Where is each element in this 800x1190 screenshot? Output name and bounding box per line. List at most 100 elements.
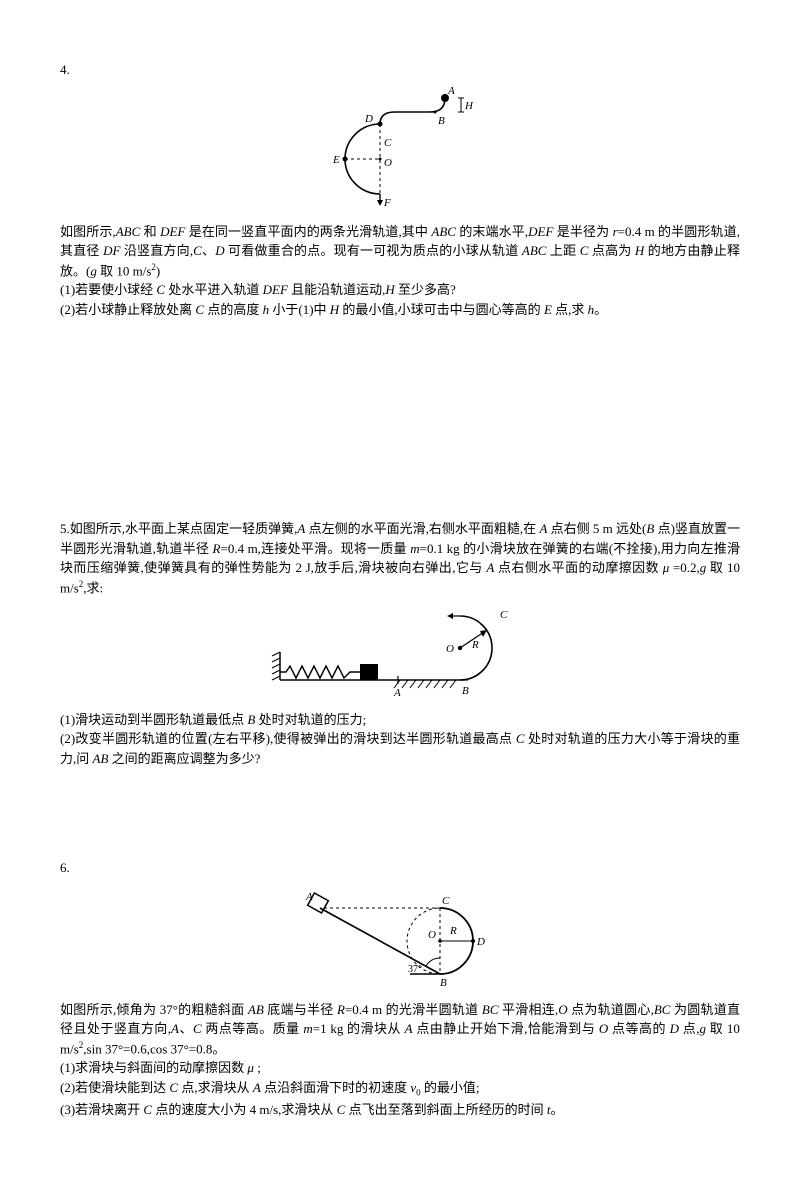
p6-t8: =1 kg 的滑块从 xyxy=(313,1021,405,1036)
p6-t13: ,sin 37°=0.6,cos 37°=0.8。 xyxy=(83,1041,225,1056)
spacer-1 xyxy=(60,379,740,519)
problem-4-q2: (2)若小球静止释放处离 C 点的高度 h 小于(1)中 H 的最小值,小球可击… xyxy=(60,300,740,320)
p5q1-t1: (1)滑块运动到半圆形轨道最低点 xyxy=(60,712,247,727)
p6-t7: 两点等高。质量 xyxy=(202,1021,304,1036)
p6-o: O xyxy=(558,1002,567,1017)
p4-c: C xyxy=(193,243,202,258)
label-B: B xyxy=(440,977,447,989)
p5-t8: =0.2, xyxy=(669,560,700,575)
problem-5-figure: A B C O R xyxy=(250,602,550,702)
p6q3-t3: 点飞出至落到斜面上所经历的时间 xyxy=(345,1102,547,1117)
label-angle: 37° xyxy=(408,964,422,975)
p4q1-t2: 处水平进入轨道 xyxy=(165,282,263,297)
label-C: C xyxy=(384,137,392,149)
p6q3-t4: 。 xyxy=(550,1102,563,1117)
problem-6: 6. A C O xyxy=(60,858,740,1119)
p6-t5: 点为轨道圆心, xyxy=(568,1002,654,1017)
label-R: R xyxy=(449,925,457,937)
p6q2-c: C xyxy=(169,1080,178,1095)
p4-def2: DEF xyxy=(528,224,553,239)
label-O: O xyxy=(446,643,454,655)
label-C: C xyxy=(442,895,450,907)
p6-d: D xyxy=(670,1021,679,1036)
problem-6-text: 如图所示,倾角为 37°的粗糙斜面 AB 底端与半径 R=0.4 m 的光滑半圆… xyxy=(60,1000,740,1059)
label-A: A xyxy=(305,891,313,903)
p6-bc: BC xyxy=(482,1002,499,1017)
problem-5-q1: (1)滑块运动到半圆形轨道最低点 B 处时对轨道的压力; xyxy=(60,710,740,730)
p4-t1: 如图所示, xyxy=(60,224,116,239)
p6q3-t1: (3)若滑块离开 xyxy=(60,1102,143,1117)
p6q1-t1: (1)求滑块与斜面间的动摩擦因数 xyxy=(60,1060,247,1075)
p4-t10: 点高为 xyxy=(588,243,635,258)
p4-t8: 可看做重合的点。现有一可视为质点的小球从轨道 xyxy=(225,243,522,258)
problem-6-q2: (2)若使滑块能到达 C 点,求滑块从 A 点沿斜面滑下时的初速度 v0 的最小… xyxy=(60,1078,740,1100)
p4q2-H: H xyxy=(330,302,339,317)
p4q1-c: C xyxy=(156,282,165,297)
p4-t5: 是半径为 xyxy=(553,224,609,239)
p4-H: H xyxy=(635,243,644,258)
p4q2-t1: (2)若小球静止释放处离 xyxy=(60,302,195,317)
p4q1-h: H xyxy=(385,282,394,297)
label-A: A xyxy=(393,687,401,699)
problem-4-q1: (1)若要使小球经 C 处水平进入轨道 DEF 且能沿轨道运动,H 至少多高? xyxy=(60,280,740,300)
p5-R: R xyxy=(213,541,221,556)
problem-5-number: 5. xyxy=(60,521,70,536)
p6-bc2: BC xyxy=(654,1002,671,1017)
p5-t1: 如图所示,水平面上某点固定一轻质弹簧, xyxy=(70,521,298,536)
p5q1-t2: 处时对轨道的压力; xyxy=(255,712,366,727)
label-B: B xyxy=(438,115,445,127)
problem-4-figure: A H B D C E O F xyxy=(310,84,490,214)
p6q2-t1: (2)若使滑块能到达 xyxy=(60,1080,169,1095)
p4q2-c: C xyxy=(195,302,204,317)
label-D: D xyxy=(476,936,485,948)
p4q1-def: DEF xyxy=(263,282,288,297)
p6-t3: =0.4 m 的光滑半圆轨道 xyxy=(345,1002,482,1017)
p4-def: DEF xyxy=(160,224,185,239)
spacer-2 xyxy=(60,828,740,858)
label-A: A xyxy=(447,85,455,97)
p5-t5: =0.4 m,连接处平滑。现将一质量 xyxy=(221,541,411,556)
problem-4-number: 4. xyxy=(60,60,740,80)
p6q2-t2: 点,求滑块从 xyxy=(178,1080,253,1095)
p6-t9: 点由静止开始下滑,恰能滑到与 xyxy=(413,1021,599,1036)
p5q2-t1: (2)改变半圆形轨道的位置(左右平移),使得被弹出的滑块到达半圆形轨道最高点 xyxy=(60,731,516,746)
p4-sep: 、 xyxy=(202,243,215,258)
p6-t2: 底端与半径 xyxy=(264,1002,337,1017)
p4q2-e: E xyxy=(544,302,552,317)
label-F: F xyxy=(383,197,391,209)
p6-ab: AB xyxy=(248,1002,264,1017)
label-O: O xyxy=(384,157,392,169)
p4q1-t4: 至少多高? xyxy=(395,282,456,297)
p5-t3: 点右侧 5 m 远处( xyxy=(547,521,646,536)
p4-t2: 和 xyxy=(140,224,160,239)
problem-6-q1: (1)求滑块与斜面间的动摩擦因数 μ ; xyxy=(60,1058,740,1078)
p5q2-ab: AB xyxy=(93,751,109,766)
label-B: B xyxy=(462,685,469,697)
page: 4. A xyxy=(0,0,800,1190)
p6-c: C xyxy=(193,1021,202,1036)
label-H: H xyxy=(464,100,474,112)
problem-6-number: 6. xyxy=(60,858,740,878)
label-D: D xyxy=(364,113,373,125)
p4-t9: 上距 xyxy=(546,243,579,258)
p4-abc3: ABC xyxy=(522,243,547,258)
label-C: C xyxy=(500,609,508,621)
problem-6-figure: A C O R D B 37° xyxy=(280,882,520,992)
p6-t11: 点, xyxy=(679,1021,699,1036)
p6-o2: O xyxy=(599,1021,608,1036)
p4q2-t2: 点的高度 xyxy=(204,302,263,317)
problem-5-q2: (2)改变半圆形轨道的位置(左右平移),使得被弹出的滑块到达半圆形轨道最高点 C… xyxy=(60,729,740,768)
p6-t1: 如图所示,倾角为 37°的粗糙斜面 xyxy=(60,1002,248,1017)
problem-4: 4. A xyxy=(60,60,740,319)
p6q3-c2: C xyxy=(337,1102,346,1117)
p4q2-t5: 点,求 xyxy=(552,302,588,317)
p4-df: DF xyxy=(103,243,120,258)
p6q2-t3: 点沿斜面滑下时的初速度 xyxy=(261,1080,411,1095)
p4q1-t1: (1)若要使小球经 xyxy=(60,282,156,297)
p6-a: A xyxy=(171,1021,179,1036)
p4-t4: 的末端水平, xyxy=(456,224,528,239)
p4q1-t3: 且能沿轨道运动, xyxy=(288,282,386,297)
p4q2-t6: 。 xyxy=(594,302,607,317)
label-E: E xyxy=(332,154,340,166)
p5-m: m xyxy=(410,541,419,556)
